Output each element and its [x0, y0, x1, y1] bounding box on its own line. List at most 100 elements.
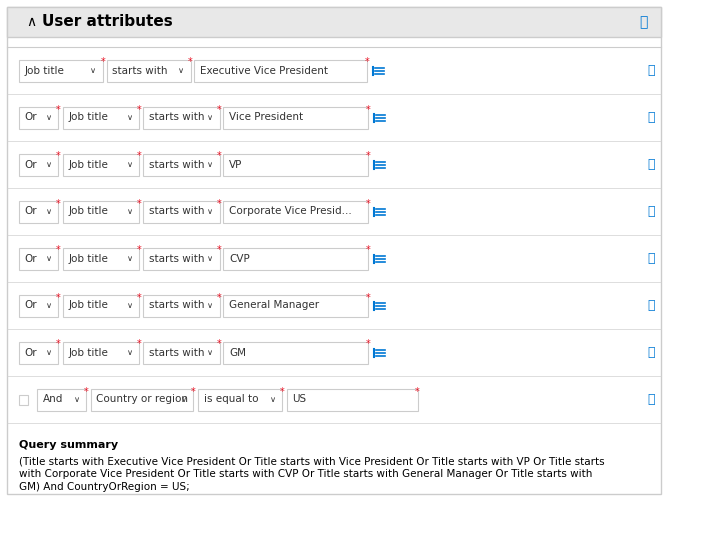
Text: ∨: ∨ — [90, 66, 97, 75]
Text: ∧: ∧ — [26, 15, 36, 29]
Bar — [37, 388, 86, 411]
Text: ∨: ∨ — [181, 395, 187, 404]
Text: *: * — [217, 293, 222, 302]
Text: *: * — [84, 387, 89, 397]
Bar — [91, 388, 193, 411]
Text: *: * — [280, 387, 285, 397]
Text: *: * — [366, 151, 370, 162]
Text: Or: Or — [24, 300, 37, 310]
Bar — [223, 341, 368, 363]
Text: *: * — [137, 245, 142, 255]
Text: 🗑: 🗑 — [648, 393, 655, 406]
Text: Executive Vice President: Executive Vice President — [200, 65, 328, 75]
Text: ∨: ∨ — [207, 301, 213, 310]
Text: Or: Or — [24, 160, 37, 170]
Text: *: * — [366, 293, 370, 302]
Bar — [194, 59, 368, 81]
Text: Job title: Job title — [68, 160, 108, 170]
Bar — [7, 7, 661, 494]
Bar — [223, 248, 368, 269]
Text: User attributes: User attributes — [42, 14, 173, 29]
Text: Country or region: Country or region — [97, 394, 188, 404]
Text: US: US — [292, 394, 307, 404]
Text: Job title: Job title — [68, 112, 108, 122]
Text: *: * — [415, 387, 420, 397]
Text: ∨: ∨ — [127, 301, 133, 310]
Text: ∨: ∨ — [207, 160, 213, 169]
Text: (Title starts with Executive Vice President Or Title starts with Vice President : (Title starts with Executive Vice Presid… — [19, 456, 604, 466]
Text: Vice President: Vice President — [229, 112, 303, 122]
Bar — [19, 394, 28, 404]
Text: ∨: ∨ — [74, 395, 79, 404]
Text: *: * — [56, 151, 60, 162]
Bar — [19, 248, 58, 269]
Text: *: * — [366, 105, 370, 115]
Bar — [63, 248, 139, 269]
Text: ∨: ∨ — [127, 348, 133, 357]
Text: *: * — [137, 105, 142, 115]
Bar — [63, 341, 139, 363]
Bar — [143, 341, 220, 363]
Text: Job title: Job title — [68, 254, 108, 264]
Text: *: * — [191, 387, 196, 397]
Bar — [223, 106, 368, 129]
Text: Corporate Vice Presid...: Corporate Vice Presid... — [229, 207, 352, 217]
Text: Or: Or — [24, 207, 37, 217]
Bar — [143, 295, 220, 316]
Text: ∨: ∨ — [207, 348, 213, 357]
Text: ∨: ∨ — [46, 348, 51, 357]
Text: ∨: ∨ — [46, 301, 51, 310]
Text: is equal to: is equal to — [204, 394, 258, 404]
Text: *: * — [217, 198, 222, 208]
Bar — [19, 341, 58, 363]
Bar — [63, 153, 139, 176]
Text: starts with: starts with — [149, 160, 204, 170]
Text: VP: VP — [229, 160, 242, 170]
Bar — [19, 295, 58, 316]
Text: starts with: starts with — [149, 112, 204, 122]
Bar — [19, 153, 58, 176]
Bar — [63, 295, 139, 316]
Bar — [223, 201, 368, 223]
Text: *: * — [56, 245, 60, 255]
Text: CVP: CVP — [229, 254, 250, 264]
Text: ∨: ∨ — [46, 160, 51, 169]
Text: starts with: starts with — [149, 207, 204, 217]
Bar — [63, 106, 139, 129]
Text: Job title: Job title — [68, 207, 108, 217]
Text: *: * — [217, 245, 222, 255]
Text: *: * — [366, 340, 370, 350]
Text: 🗑: 🗑 — [648, 205, 655, 218]
Text: And: And — [43, 394, 64, 404]
Text: starts with: starts with — [112, 65, 167, 75]
Text: starts with: starts with — [149, 300, 204, 310]
Bar — [143, 106, 220, 129]
Text: 🗑: 🗑 — [648, 346, 655, 359]
Text: *: * — [137, 198, 142, 208]
Text: Job title: Job title — [68, 300, 108, 310]
Text: ∨: ∨ — [127, 207, 133, 216]
Bar — [63, 201, 139, 223]
Text: *: * — [365, 58, 370, 68]
Text: 🗑: 🗑 — [639, 15, 648, 29]
Text: ∨: ∨ — [46, 254, 51, 263]
Text: *: * — [217, 105, 222, 115]
Text: ∨: ∨ — [46, 207, 51, 216]
Text: 🗑: 🗑 — [648, 299, 655, 312]
Text: ∨: ∨ — [127, 160, 133, 169]
Text: 🗑: 🗑 — [648, 111, 655, 124]
Text: ∨: ∨ — [270, 395, 276, 404]
Text: starts with: starts with — [149, 254, 204, 264]
Text: ∨: ∨ — [178, 66, 184, 75]
Text: *: * — [366, 245, 370, 255]
Bar — [19, 201, 58, 223]
Text: ∨: ∨ — [207, 254, 213, 263]
Text: General Manager: General Manager — [229, 300, 319, 310]
Text: *: * — [137, 293, 142, 302]
Text: *: * — [56, 105, 60, 115]
Bar — [107, 59, 191, 81]
Text: *: * — [56, 340, 60, 350]
Text: Job title: Job title — [68, 347, 108, 357]
Text: *: * — [100, 58, 105, 68]
Text: *: * — [137, 151, 142, 162]
